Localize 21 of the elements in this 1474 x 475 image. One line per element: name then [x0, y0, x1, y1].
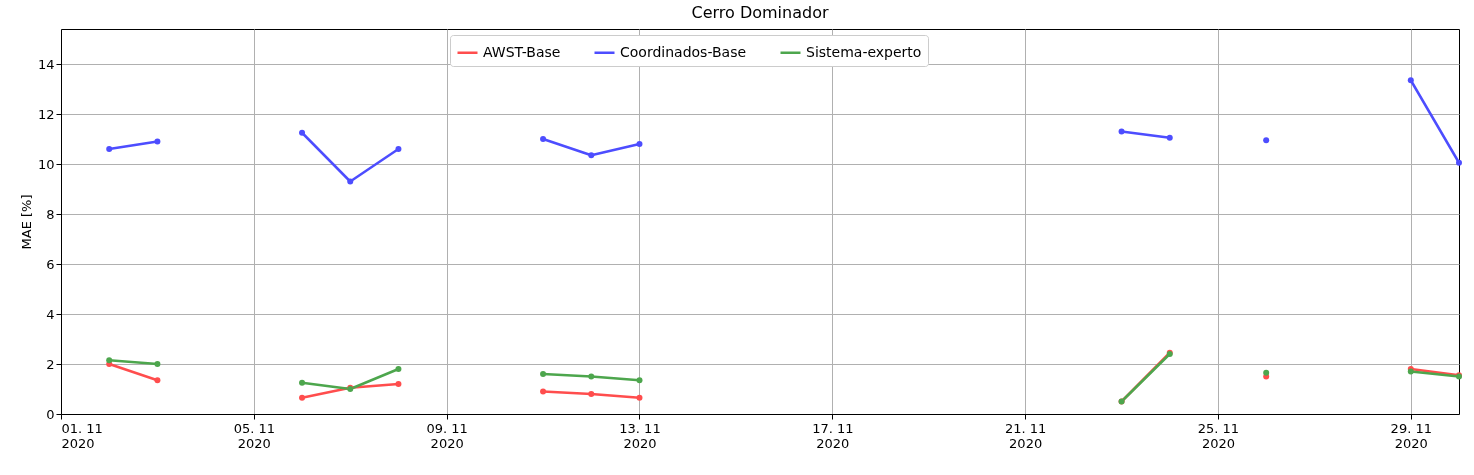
y-tick-label: 4: [46, 306, 55, 322]
legend-label: Sistema-experto: [806, 43, 922, 60]
legend-label: AWST-Base: [483, 43, 561, 60]
x-tick-label: 01. 11 2020: [61, 420, 103, 451]
y-tick-label: 8: [46, 206, 55, 222]
y-tick-label: 14: [37, 56, 55, 72]
legend-label: Coordinados-Base: [620, 43, 747, 60]
x-tick-label: 29. 11 2020: [1390, 420, 1432, 451]
y-tick-label: 0: [46, 406, 55, 422]
y-tick-label: 2: [46, 356, 55, 372]
y-tick-label: 6: [46, 256, 55, 272]
x-tick-label: 09. 11 2020: [426, 420, 468, 451]
y-tick-label: 12: [37, 106, 55, 122]
x-tick-label: 25. 11 2020: [1197, 420, 1240, 451]
y-tick-label: 10: [37, 156, 55, 172]
x-tick-label: 05. 11 2020: [233, 420, 276, 451]
x-tick-label: 21. 11 2020: [1004, 420, 1047, 451]
x-tick-label: 17. 11 2020: [812, 420, 854, 451]
y-axis-title: MAE [%]: [18, 194, 34, 250]
chart-title: Cerro Dominador: [691, 3, 829, 22]
x-tick-label: 13. 11 2020: [619, 420, 661, 451]
